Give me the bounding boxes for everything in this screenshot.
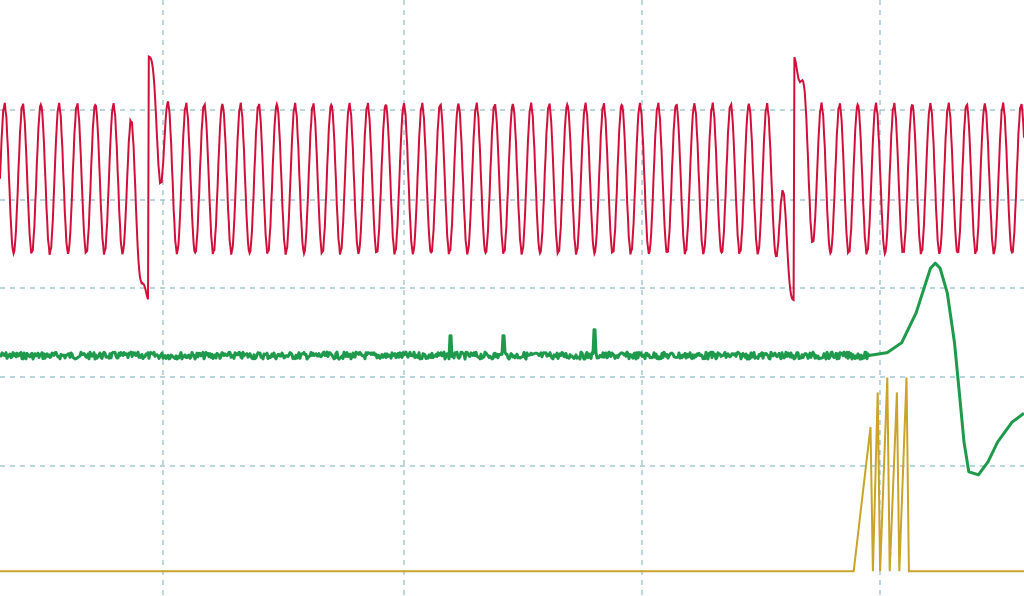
trace-green xyxy=(0,261,1024,477)
traces xyxy=(0,54,1024,573)
trace-red xyxy=(0,54,1024,302)
trace-yellow xyxy=(0,377,1024,573)
